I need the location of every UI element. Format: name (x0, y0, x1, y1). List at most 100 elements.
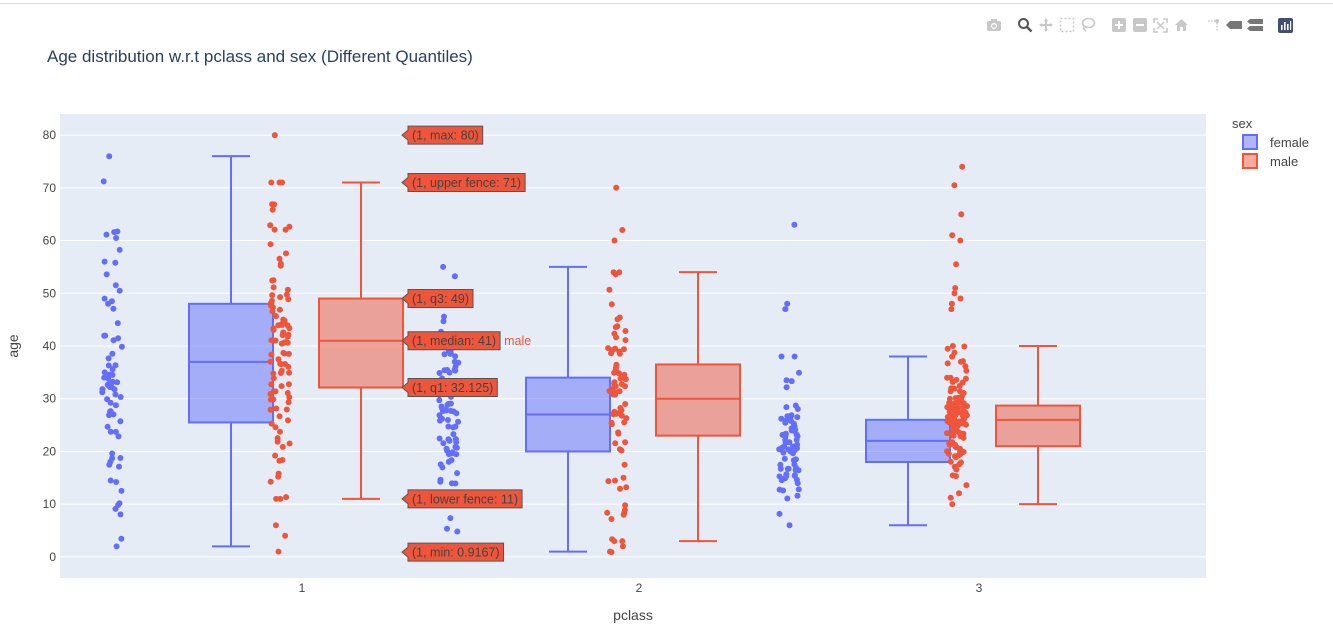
data-point (101, 258, 108, 265)
data-point (275, 473, 282, 480)
outlier-point (958, 211, 965, 218)
data-point (270, 326, 277, 333)
data-point (606, 388, 613, 394)
data-point (452, 443, 459, 450)
pan-icon[interactable] (1035, 15, 1056, 35)
data-point (285, 381, 292, 388)
data-point (788, 378, 795, 385)
y-tick-label: 10 (43, 497, 57, 511)
data-point (786, 439, 793, 446)
box-select-icon[interactable] (1056, 15, 1077, 35)
data-point (267, 241, 274, 248)
data-point (620, 346, 627, 353)
data-point (113, 235, 120, 241)
data-point (441, 313, 447, 320)
data-point (944, 374, 951, 381)
data-point (790, 420, 797, 427)
legend-item-male[interactable]: male (1242, 153, 1298, 169)
camera-icon[interactable] (983, 15, 1004, 35)
data-point (952, 395, 959, 401)
data-point (792, 402, 799, 409)
hover-closest-icon[interactable] (1223, 15, 1244, 35)
data-point (452, 480, 459, 487)
hover-label: (1, max: 80) (401, 125, 484, 145)
data-point (447, 350, 454, 357)
data-point (620, 474, 627, 481)
box-male-2[interactable] (655, 271, 741, 543)
lasso-select-icon[interactable] (1077, 15, 1098, 35)
data-point (794, 492, 801, 499)
data-point (612, 440, 619, 447)
data-point (952, 454, 959, 461)
zoom-icon[interactable] (1014, 15, 1035, 35)
spike-lines-icon[interactable] (1202, 15, 1223, 35)
legend-item-female[interactable]: female (1242, 134, 1309, 150)
data-point (272, 452, 279, 459)
data-point (270, 375, 277, 382)
data-point (778, 353, 785, 360)
data-point (277, 360, 284, 367)
data-point (277, 262, 284, 269)
outlier-point (948, 300, 955, 307)
outlier-point (619, 543, 626, 550)
legend: sex female male (1232, 116, 1309, 169)
data-point (616, 370, 622, 377)
data-point (612, 477, 618, 484)
data-point (622, 337, 629, 344)
y-tick-label: 50 (43, 286, 57, 300)
y-axis-title: age (5, 334, 21, 358)
data-point (444, 525, 450, 532)
data-point (109, 366, 116, 373)
legend-title: sex (1232, 116, 1253, 131)
data-point (269, 308, 276, 315)
data-point (951, 385, 958, 392)
x-tick-label: 1 (299, 581, 306, 595)
box-iqr (995, 404, 1081, 448)
data-point (791, 472, 798, 479)
data-point (951, 416, 958, 423)
box-female-2[interactable] (525, 265, 611, 553)
data-point (284, 286, 291, 293)
data-point (103, 271, 110, 278)
box-female-1[interactable] (188, 155, 274, 548)
data-point (104, 396, 111, 403)
data-point (783, 473, 790, 480)
reset-axes-icon[interactable] (1171, 15, 1192, 35)
data-point (618, 407, 625, 414)
zoom-out-icon[interactable] (1129, 15, 1150, 35)
data-point (794, 414, 801, 421)
data-point (616, 348, 623, 355)
data-point (452, 436, 459, 443)
box-iqr (318, 297, 404, 389)
data-point (107, 477, 114, 484)
data-point (118, 343, 125, 350)
data-point (961, 343, 968, 350)
data-point (269, 297, 275, 304)
box-male-3[interactable] (995, 345, 1081, 506)
data-point (957, 358, 964, 365)
box-male-1[interactable] (318, 181, 404, 500)
data-point (621, 507, 628, 514)
y-tick-label: 30 (43, 392, 57, 406)
outlier-point (611, 237, 618, 244)
data-point (617, 485, 623, 492)
data-point (788, 412, 795, 419)
plotly-logo-icon[interactable] (1275, 15, 1296, 35)
autoscale-icon[interactable] (1150, 15, 1171, 35)
outlier-point (957, 237, 964, 244)
data-point (106, 153, 113, 160)
data-point (114, 228, 121, 235)
box-female-3[interactable] (865, 355, 951, 527)
zoom-in-icon[interactable] (1108, 15, 1129, 35)
x-tick-label: 2 (636, 581, 643, 595)
data-point (275, 356, 282, 363)
data-point (278, 367, 285, 374)
outlier-point (951, 182, 958, 189)
data-point (776, 510, 783, 517)
data-point (455, 418, 462, 425)
data-point (796, 369, 802, 376)
data-point (268, 420, 275, 427)
hover-compare-icon[interactable] (1244, 15, 1265, 35)
data-point (267, 396, 274, 403)
data-point (949, 501, 956, 508)
